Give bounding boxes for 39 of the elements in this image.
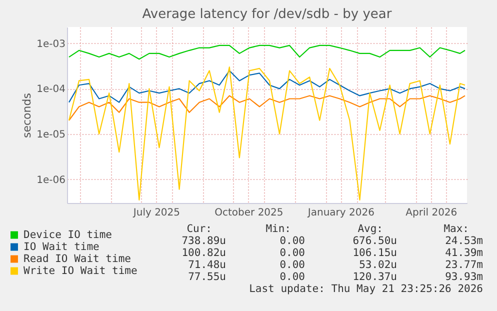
line-series (68, 70, 466, 103)
text: Avg: (358, 223, 383, 235)
x-tick-label: April 2026 (406, 208, 458, 218)
text: 738.89u (182, 235, 226, 247)
chart-title: Average latency for /dev/sdb - by year (142, 7, 392, 22)
text: 24.53m (445, 235, 483, 247)
y-tick-label: 1e-04 (36, 84, 66, 96)
y-axis-title: seconds (20, 92, 34, 138)
legend-label: Read IO Wait time (24, 253, 131, 265)
text: Last update: Thu May 21 23:25:26 2026 (249, 283, 483, 295)
text: 106.15u (352, 247, 397, 259)
legend-label: Write IO Wait time (24, 265, 138, 277)
text: 120.37u (352, 271, 397, 283)
x-tick-label: January 2026 (306, 208, 374, 218)
legend-label: Device IO time (24, 229, 112, 241)
x-tick-label: October 2025 (214, 208, 284, 218)
y-tick-label: 1e-06 (36, 174, 66, 186)
x-tick-label: July 2025 (132, 208, 180, 218)
text: 71.48u (188, 259, 226, 271)
text: 0.00 (280, 235, 305, 247)
text: 77.55u (188, 271, 226, 283)
text: Max: (444, 223, 469, 235)
text: 0.00 (280, 259, 305, 271)
line-series (68, 44, 466, 60)
y-tick-label: 1e-03 (36, 38, 66, 50)
text: 53.02u (359, 259, 397, 271)
text: Min: (266, 223, 291, 235)
text: 0.00 (280, 271, 305, 283)
text: 23.77m (445, 259, 483, 271)
text: 0.00 (280, 247, 305, 259)
text: 676.50u (352, 235, 397, 247)
line-series (68, 95, 466, 121)
text: 100.82u (182, 247, 226, 259)
line-series (68, 66, 466, 201)
y-tick-label: 1e-05 (36, 130, 66, 141)
text: 41.39m (445, 247, 483, 259)
legend-label: IO Wait time (24, 241, 100, 253)
text: 93.93m (445, 271, 483, 283)
text: Cur: (186, 223, 212, 235)
